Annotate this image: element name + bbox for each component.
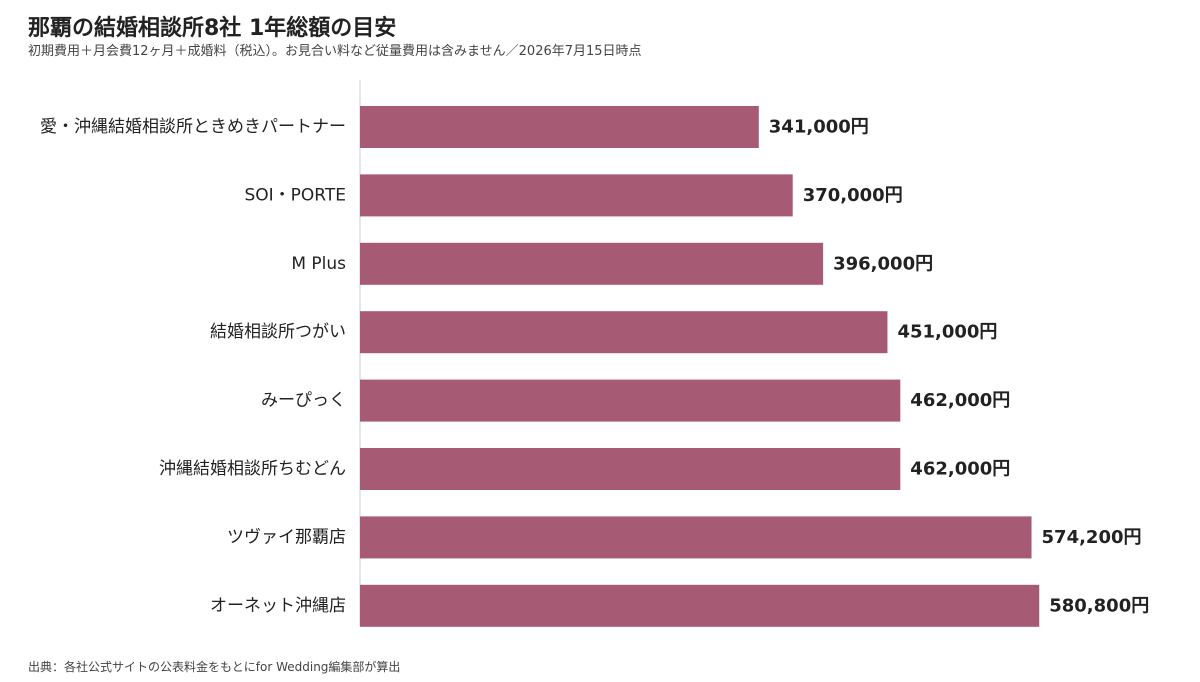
category-label: 愛・沖縄結婚相談所ときめきパートナー [40,117,346,137]
category-label: SOI・PORTE [244,185,346,205]
bar [360,311,888,354]
value-label: 396,000円 [833,253,933,274]
bar [360,584,1040,627]
bar [360,379,901,422]
bar [360,174,793,217]
category-label: M Plus [291,254,346,274]
value-label: 341,000円 [769,117,869,138]
category-label: オーネット沖縄店 [210,596,346,616]
bar [360,516,1032,559]
category-label: 沖縄結婚相談所ちむどん [159,459,346,479]
bar [360,242,824,285]
category-label: 結婚相談所つがい [210,322,346,342]
chart-subtitle: 初期費用＋月会費12ヶ月＋成婚料（税込）。お見合い料など従量費用は含みません／2… [28,44,642,59]
value-label: 462,000円 [910,390,1010,411]
value-label: 370,000円 [803,185,903,206]
value-label: 451,000円 [897,322,997,343]
category-label: ツヴァイ那覇店 [227,527,346,547]
value-label: 580,800円 [1049,595,1149,616]
chart-source-note: 出典：各社公式サイトの公表料金をもとにfor Wedding編集部が算出 [28,660,401,674]
bar [360,106,759,148]
value-label: 574,200円 [1042,527,1142,548]
bar [360,448,901,490]
value-label: 462,000円 [910,459,1010,480]
chart-title: 那覇の結婚相談所8社 1年総額の目安 [28,16,397,41]
category-label: みーぴっく [261,391,346,411]
